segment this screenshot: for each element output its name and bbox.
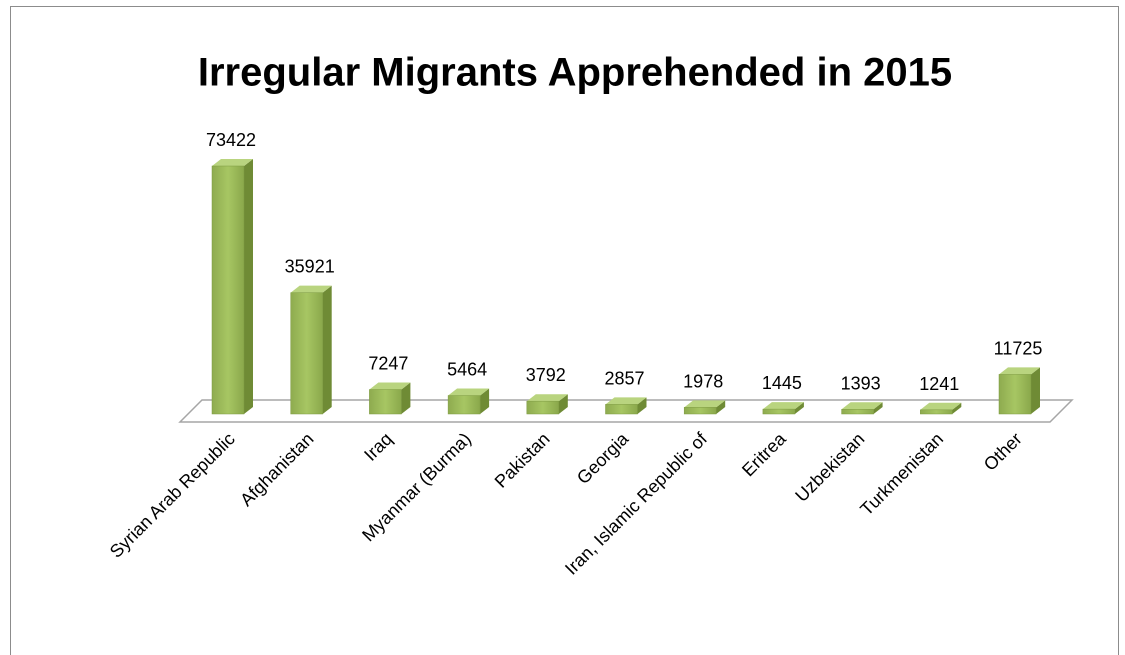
bar (211, 165, 245, 415)
bar-side (558, 394, 568, 414)
bar (447, 395, 481, 415)
value-label: 73422 (206, 130, 256, 150)
bar-top (605, 397, 647, 405)
bar-top (212, 159, 253, 166)
bar (369, 389, 402, 415)
bar (841, 409, 874, 415)
chart-title: Irregular Migrants Apprehended in 2015 (198, 51, 952, 95)
bar (526, 400, 560, 415)
bar (605, 404, 638, 415)
value-label: 5464 (447, 360, 487, 380)
bar-side (244, 159, 253, 414)
bar-top (920, 402, 962, 410)
value-label: 1445 (762, 373, 802, 393)
bar (290, 292, 323, 415)
value-label: 1241 (919, 374, 959, 394)
bar-top (841, 402, 883, 410)
bar-side (637, 397, 647, 414)
bar-side (401, 382, 411, 414)
bar-side (873, 402, 883, 414)
bar-top (684, 400, 726, 408)
bar (920, 409, 953, 415)
value-label: 2857 (604, 368, 644, 388)
bar (762, 408, 796, 415)
bar-top (762, 402, 804, 410)
bar-side (322, 285, 332, 414)
bar-side (1031, 367, 1040, 414)
value-label: 1393 (841, 373, 881, 393)
bar-side (952, 402, 962, 414)
bar-side (716, 400, 726, 414)
bar-side (794, 402, 804, 414)
bar-top (290, 285, 332, 293)
bar-top (526, 394, 568, 402)
bar-top (999, 367, 1040, 375)
bar (998, 374, 1032, 415)
bar-top (369, 382, 411, 390)
value-label: 11725 (994, 338, 1043, 358)
value-label: 1978 (683, 371, 723, 391)
chart-frame (10, 6, 1119, 655)
value-label: 7247 (368, 354, 408, 374)
bar-top (448, 388, 490, 396)
value-label: 35921 (285, 257, 335, 277)
bar (683, 407, 717, 415)
bar-side (480, 388, 490, 414)
value-label: 3792 (526, 365, 566, 385)
